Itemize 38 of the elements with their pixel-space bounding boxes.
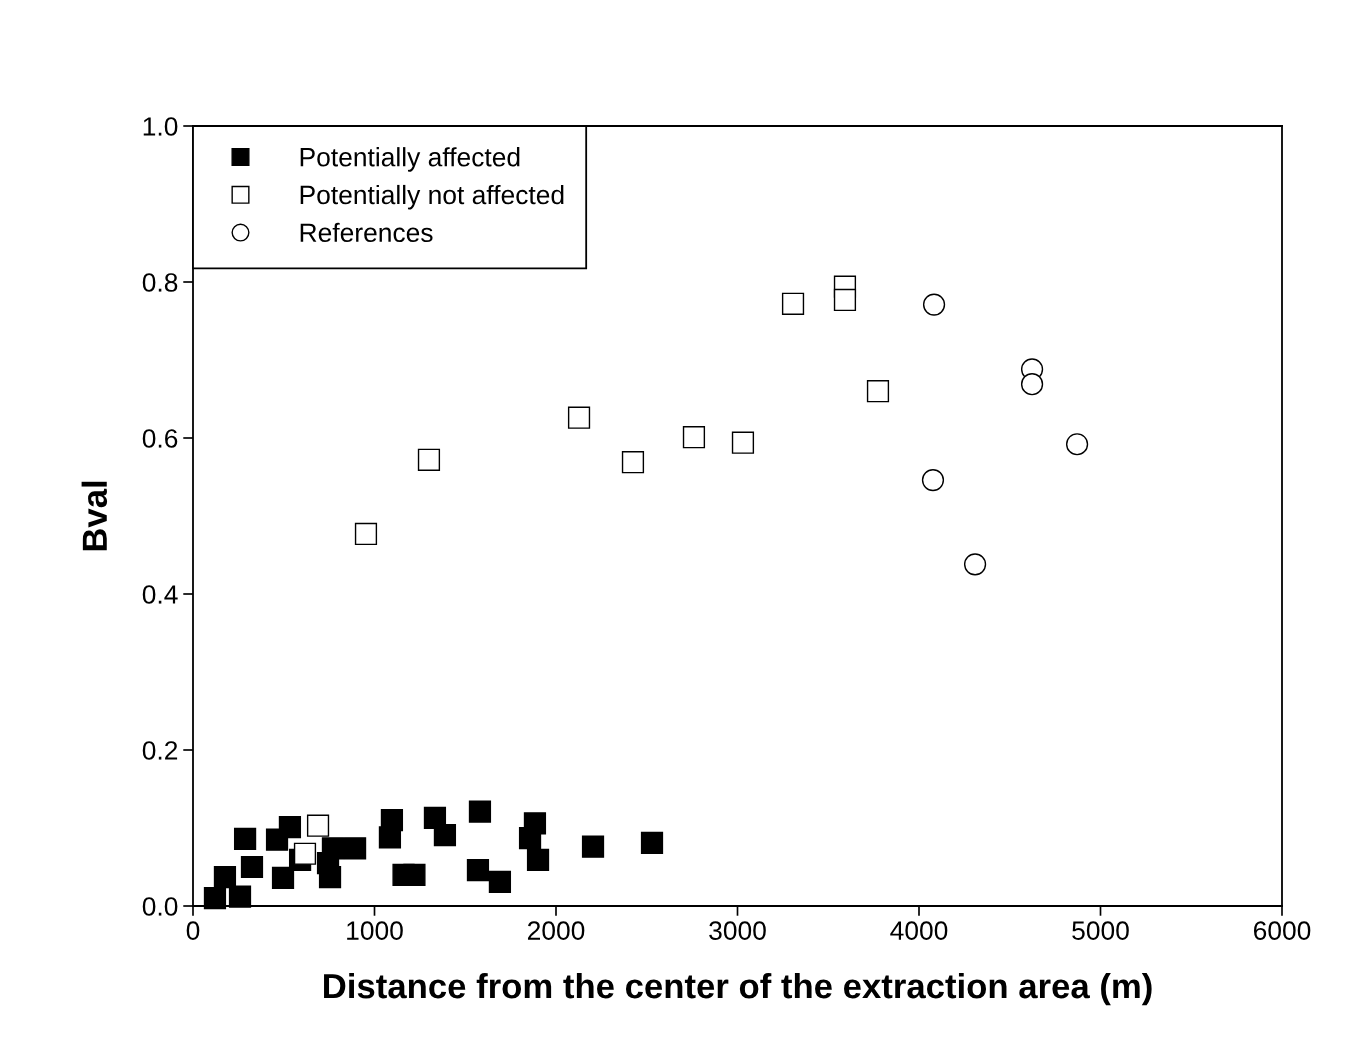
y-tick-label: 0.0 (142, 897, 178, 916)
point (403, 863, 426, 886)
point (378, 826, 402, 849)
x-tick-label: 0 (186, 921, 200, 940)
point (581, 835, 605, 858)
point (640, 831, 664, 854)
legend-label: Potentially not affected (300, 184, 564, 210)
x-tick-label: 1000 (347, 921, 403, 940)
point (318, 866, 342, 889)
point (518, 827, 542, 850)
point (468, 800, 492, 823)
y-tick-label: 0.4 (142, 585, 178, 604)
point (213, 866, 237, 889)
point (466, 859, 490, 882)
x-tick-label: 6000 (1253, 921, 1311, 940)
point (343, 837, 367, 860)
legend-label: Potentially affected (300, 147, 520, 172)
y-tick-label: 0.2 (142, 741, 178, 760)
point (833, 288, 857, 312)
x-axis-title: Distance from the center of the extraction area (m) (324, 972, 1152, 1006)
point (488, 870, 512, 893)
y-tick-label: 0.6 (142, 429, 178, 448)
x-tick-label: 2000 (527, 921, 585, 940)
y-tick-label: 0.8 (142, 273, 178, 292)
point (240, 855, 264, 879)
point (278, 816, 302, 839)
point (293, 842, 317, 865)
y-axis-title: Bval (81, 481, 108, 551)
legend-label: References (300, 222, 433, 243)
point (433, 823, 457, 847)
x-tick-label: 4000 (890, 921, 948, 940)
point (271, 866, 295, 890)
point (233, 827, 257, 851)
point (526, 848, 550, 872)
x-tick-label: 5000 (1072, 921, 1129, 940)
point (321, 837, 345, 860)
y-tick-label: 1.0 (143, 117, 178, 136)
x-tick-label: 3000 (709, 921, 766, 940)
